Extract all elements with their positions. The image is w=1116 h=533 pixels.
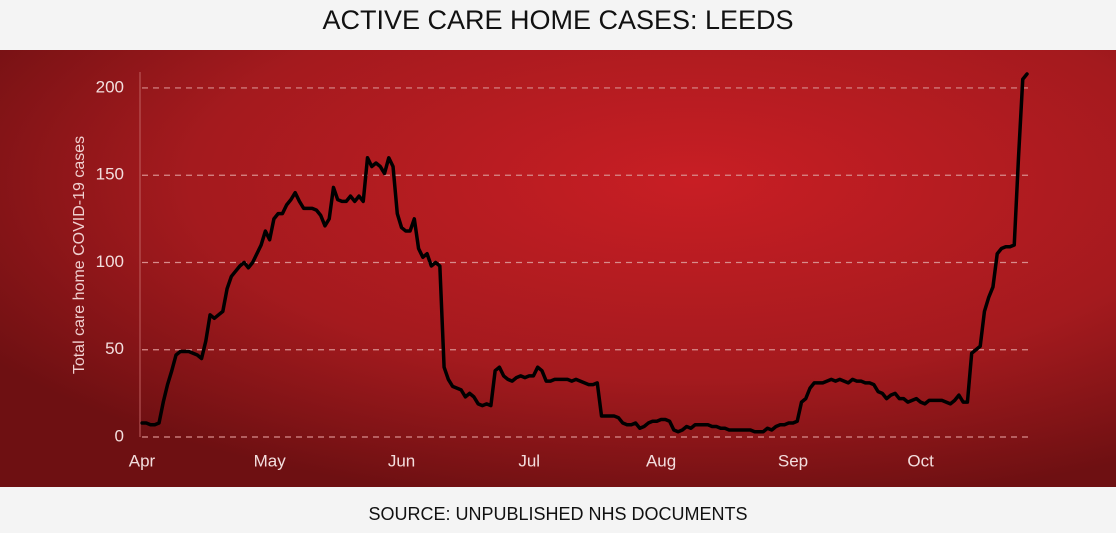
- x-tick-label: May: [254, 451, 287, 470]
- chart-title: ACTIVE CARE HOME CASES: LEEDS: [322, 5, 793, 35]
- source-note: SOURCE: UNPUBLISHED NHS DOCUMENTS: [368, 504, 747, 524]
- x-tick-label: Jul: [518, 451, 540, 470]
- y-tick-label: 0: [115, 426, 124, 445]
- x-tick-label: Jun: [388, 451, 415, 470]
- y-tick-label: 150: [96, 165, 124, 184]
- plot-panel: [0, 50, 1116, 487]
- data-line: [140, 72, 1029, 434]
- x-tick-label: Aug: [646, 451, 676, 470]
- x-tick-label: Apr: [129, 451, 156, 470]
- x-tick-label: Sep: [778, 451, 808, 470]
- y-axis-label: Total care home COVID-19 cases: [71, 136, 88, 374]
- x-tick-label: Oct: [907, 451, 934, 470]
- y-tick-label: 50: [105, 339, 124, 358]
- y-tick-label: 200: [96, 77, 124, 96]
- y-tick-label: 100: [96, 252, 124, 271]
